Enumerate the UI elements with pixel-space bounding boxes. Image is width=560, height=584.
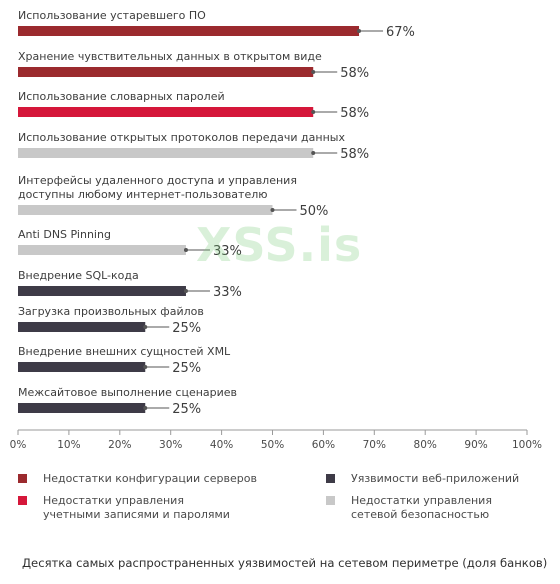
x-tick-label: 100% — [512, 439, 542, 451]
category-label: Межсайтовое выполнение сценариев — [18, 386, 237, 399]
legend-swatch — [326, 474, 335, 483]
bar — [18, 245, 186, 255]
bar-end-dot — [183, 248, 188, 252]
category-label: Использование устаревшего ПО — [18, 9, 206, 22]
chart-caption: Десятка самых распространенных уязвимост… — [22, 556, 548, 570]
legend-swatch — [18, 496, 27, 505]
legend-swatch — [18, 474, 27, 483]
bar-end-dot — [270, 208, 275, 212]
category-label: Anti DNS Pinning — [18, 228, 111, 241]
x-tick-label: 70% — [363, 439, 386, 451]
x-tick-label: 80% — [414, 439, 437, 451]
x-tick-label: 30% — [159, 439, 182, 451]
bar — [18, 362, 146, 372]
category-label: Хранение чувствительных данных в открыто… — [18, 50, 322, 63]
bar-end-dot — [357, 29, 362, 33]
data-label: 25% — [172, 321, 201, 336]
data-label: 50% — [300, 204, 329, 219]
bar-end-dot — [143, 406, 148, 410]
category-label: Использование словарных паролей — [18, 90, 225, 103]
category-label: Внедрение SQL-кода — [18, 269, 139, 282]
bar — [18, 107, 314, 117]
x-tick-label: 10% — [57, 439, 80, 451]
bar — [18, 322, 146, 332]
x-tick-label: 60% — [312, 439, 335, 451]
category-label: Интерфейсы удаленного доступа и управлен… — [18, 174, 297, 187]
data-label: 58% — [340, 66, 369, 81]
bar — [18, 403, 146, 413]
bar-end-dot — [143, 365, 148, 369]
legend-swatch — [326, 496, 335, 505]
data-label: 58% — [340, 147, 369, 162]
bar-end-dot — [311, 110, 316, 114]
category-label: доступны любому интернет-пользователю — [18, 188, 268, 201]
bar-end-dot — [311, 151, 316, 155]
x-tick-label: 50% — [261, 439, 284, 451]
data-label: 58% — [340, 106, 369, 121]
data-label: 67% — [386, 25, 415, 40]
bar — [18, 26, 360, 36]
bar — [18, 286, 186, 296]
legend-label: Недостатки управления сетевой безопаснос… — [351, 494, 492, 521]
category-label: Использование открытых протоколов переда… — [18, 131, 345, 144]
legend-label: Уязвимости веб-приложений — [351, 472, 520, 485]
category-label: Загрузка произвольных файлов — [18, 305, 204, 318]
bar — [18, 148, 314, 158]
watermark: XSS.is — [196, 218, 363, 272]
legend-item-network: Недостатки управления сетевой безопаснос… — [326, 494, 492, 522]
bar-end-dot — [311, 70, 316, 74]
legend: Недостатки конфигурации серверов Уязвимо… — [18, 472, 538, 528]
bar — [18, 67, 314, 77]
legend-label: Недостатки конфигурации серверов — [43, 472, 257, 485]
data-label: 25% — [172, 402, 201, 417]
bar-end-dot — [143, 325, 148, 329]
x-tick-label: 90% — [464, 439, 487, 451]
category-label: Внедрение внешних сущностей XML — [18, 345, 231, 358]
data-label: 33% — [213, 244, 242, 259]
legend-item-accounts: Недостатки управления учетными записями … — [18, 494, 230, 522]
legend-item-server-config: Недостатки конфигурации серверов — [18, 472, 257, 486]
bar-chart: Использование устаревшего ПО 67% Хранение … — [10, 9, 542, 451]
x-tick-label: 20% — [108, 439, 131, 451]
legend-label: Недостатки управления учетными записями … — [43, 494, 230, 521]
x-tick-label: 40% — [210, 439, 233, 451]
x-tick-label: 0% — [10, 439, 27, 451]
data-label: 25% — [172, 361, 201, 376]
legend-item-web-apps: Уязвимости веб-приложений — [326, 472, 519, 486]
bar — [18, 205, 273, 215]
data-label: 33% — [213, 285, 242, 300]
bar-end-dot — [183, 289, 188, 293]
